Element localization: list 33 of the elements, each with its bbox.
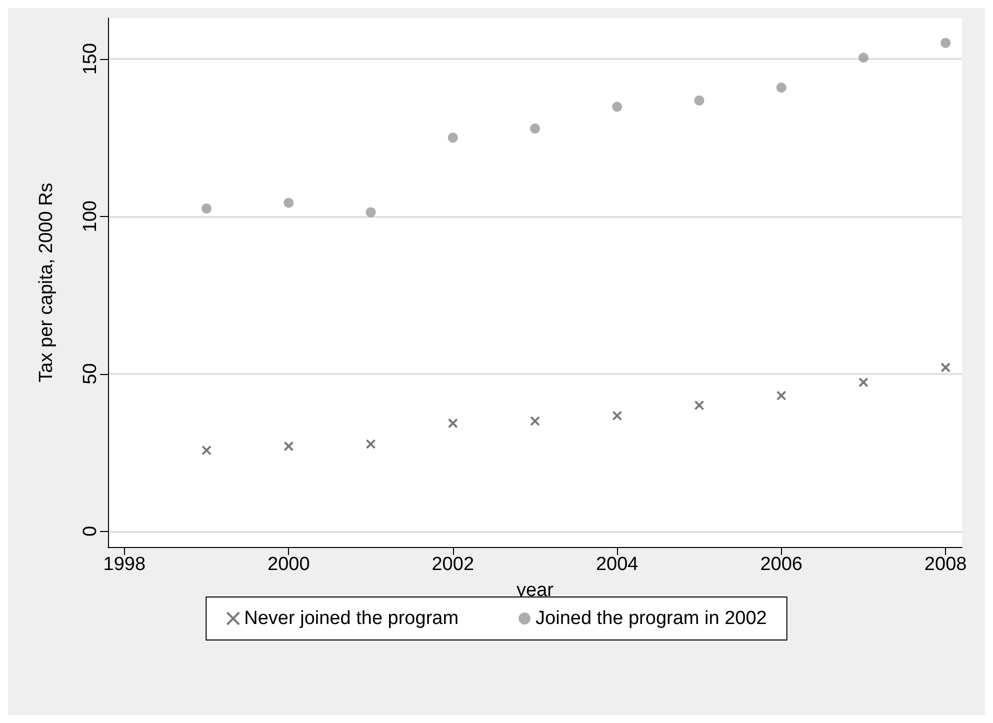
point [448, 132, 458, 143]
y-tick-label: 100 [80, 200, 101, 232]
point [366, 439, 376, 450]
point [858, 52, 868, 63]
point [366, 207, 376, 218]
y-tick-label: 150 [80, 43, 101, 75]
point [448, 418, 458, 428]
x-tick-label: 2000 [268, 554, 310, 575]
point [202, 445, 212, 456]
point [694, 400, 704, 410]
y-axis-title: Tax per capita, 2000 Rs [36, 182, 57, 382]
point [202, 204, 212, 214]
y-tick-label: 50 [80, 363, 101, 384]
x-tick-label: 2002 [432, 554, 474, 575]
x-tick-label: 1998 [103, 554, 146, 575]
legend-label: Joined the program in 2002 [536, 608, 767, 629]
point [530, 124, 540, 134]
point [530, 416, 540, 426]
point [940, 362, 951, 373]
point [776, 82, 786, 93]
x-tick-label: 2004 [596, 554, 639, 575]
point [776, 390, 786, 401]
legend-label: Never joined the program [244, 608, 459, 629]
point [612, 102, 622, 112]
point [858, 377, 868, 388]
point [284, 441, 294, 452]
point [284, 198, 294, 208]
point [612, 410, 622, 421]
x-tick-label: 2008 [924, 554, 967, 575]
point [940, 38, 951, 48]
x-tick-label: 2006 [760, 554, 802, 575]
point [694, 96, 704, 106]
y-tick-label: 0 [80, 526, 101, 537]
